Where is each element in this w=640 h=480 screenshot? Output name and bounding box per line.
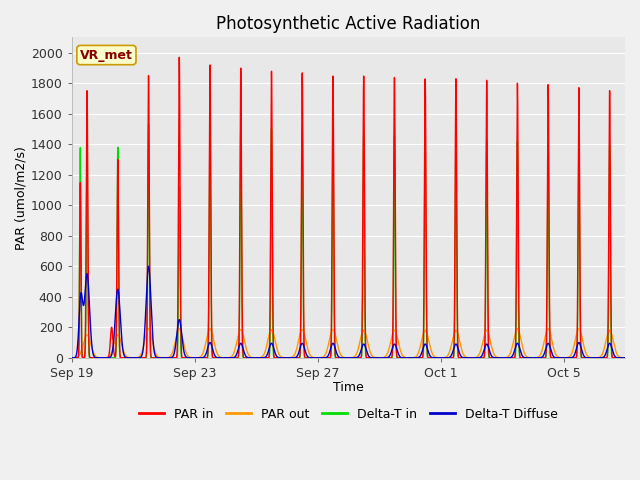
X-axis label: Time: Time — [333, 381, 364, 394]
Text: VR_met: VR_met — [80, 48, 133, 61]
Legend: PAR in, PAR out, Delta-T in, Delta-T Diffuse: PAR in, PAR out, Delta-T in, Delta-T Dif… — [134, 403, 563, 425]
Y-axis label: PAR (umol/m2/s): PAR (umol/m2/s) — [15, 145, 28, 250]
Title: Photosynthetic Active Radiation: Photosynthetic Active Radiation — [216, 15, 481, 33]
